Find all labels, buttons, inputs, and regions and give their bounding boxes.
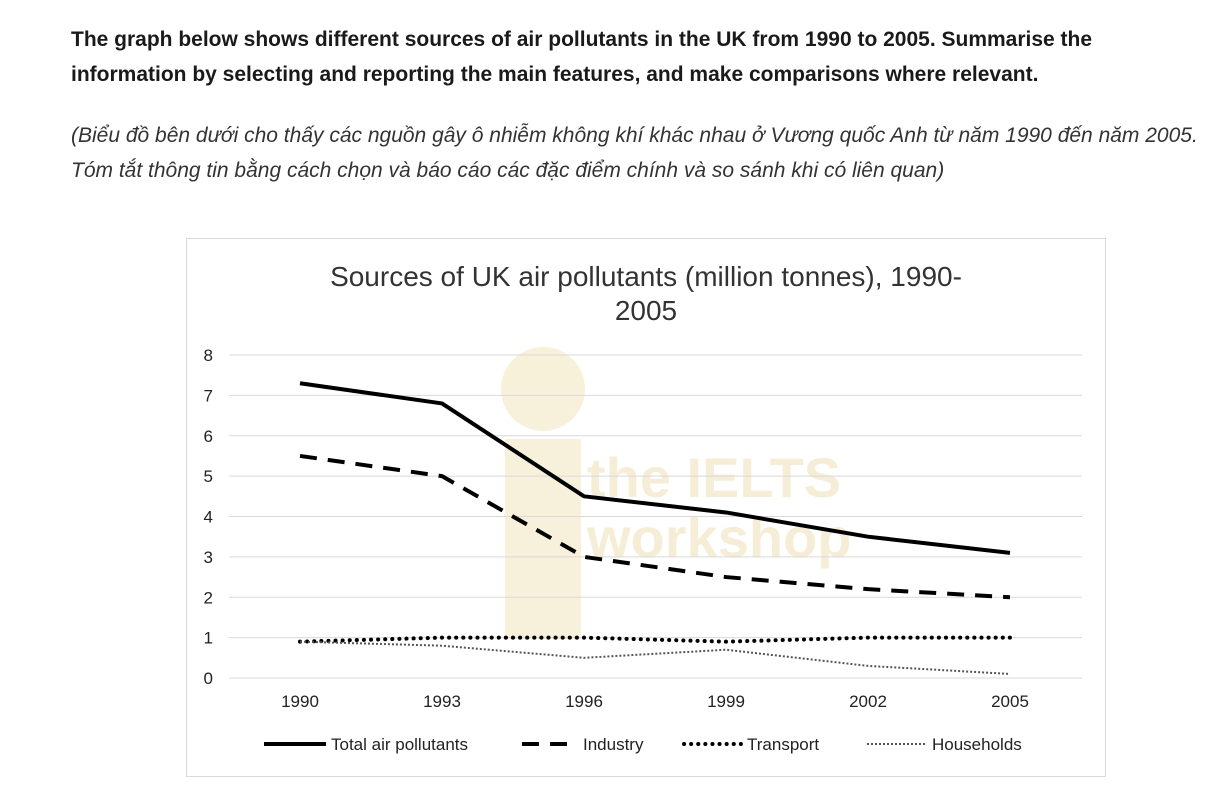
legend-label: Industry	[583, 735, 644, 754]
series-transport	[298, 635, 1012, 644]
x-tick-label: 1990	[281, 692, 319, 711]
y-tick-label: 4	[204, 508, 213, 527]
series-industry	[299, 453, 1011, 600]
y-tick-label: 0	[204, 669, 213, 688]
legend-item: Households	[867, 735, 1022, 754]
y-tick-label: 6	[204, 427, 213, 446]
y-tick-label: 2	[204, 588, 213, 607]
legend-item: Transport	[682, 735, 819, 754]
legend-item: Total air pollutants	[264, 735, 468, 754]
series-lines	[298, 381, 1012, 675]
series-households	[299, 640, 1011, 675]
y-tick-label: 3	[204, 548, 213, 567]
series-line	[299, 381, 1011, 555]
y-tick-label: 7	[204, 386, 213, 405]
chart-title-line1: Sources of UK air pollutants (million to…	[330, 261, 962, 292]
watermark: the IELTS workshop	[501, 347, 851, 639]
legend-label: Transport	[747, 735, 819, 754]
watermark-line1: the IELTS	[587, 446, 841, 509]
x-tick-label: 1999	[707, 692, 745, 711]
series-line	[298, 635, 1012, 644]
x-tick-label: 2002	[849, 692, 887, 711]
task-translation: (Biểu đồ bên dưới cho thấy các nguồn gây…	[71, 124, 1198, 182]
series-total-air-pollutants	[299, 381, 1011, 555]
y-axis: 0 1 2 3 4 5 6 7 8	[204, 346, 213, 688]
legend: Total air pollutants Industry Transport Hou…	[264, 735, 1022, 754]
chart-title-line2: 2005	[615, 295, 677, 326]
task-prompt: The graph below shows different sources …	[71, 28, 1093, 86]
y-tick-label: 5	[204, 467, 213, 486]
legend-item: Industry	[522, 735, 644, 754]
x-tick-label: 2005	[991, 692, 1029, 711]
series-line	[299, 453, 1011, 600]
x-tick-label: 1996	[565, 692, 603, 711]
legend-label: Total air pollutants	[331, 735, 468, 754]
chart-canvas: the IELTS workshop Sources of UK air pol…	[204, 261, 1082, 754]
grid	[229, 354, 1082, 679]
line-chart: the IELTS workshop Sources of UK air pol…	[186, 238, 1106, 777]
y-tick-label: 1	[204, 629, 213, 648]
watermark-line2: workshop	[586, 506, 851, 569]
series-line	[299, 640, 1011, 675]
legend-label: Households	[932, 735, 1022, 754]
y-tick-label: 8	[204, 346, 213, 365]
x-axis: 1990 1993 1996 1999 2002 2005	[281, 692, 1029, 711]
x-tick-label: 1993	[423, 692, 461, 711]
